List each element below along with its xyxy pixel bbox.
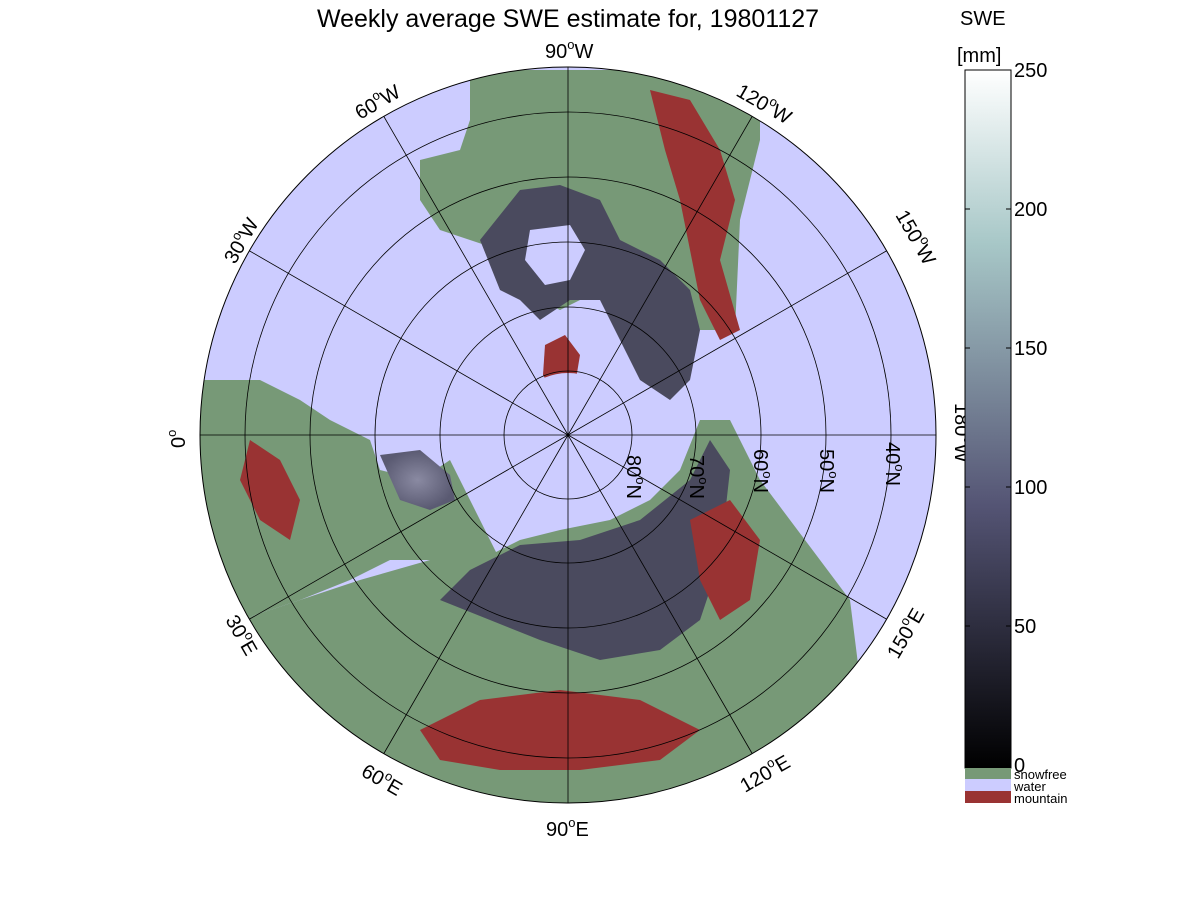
legend-swatch-snowfree: [965, 768, 1011, 779]
polar-map: [200, 67, 936, 803]
colorbar-tick-label: 0: [1014, 755, 1025, 777]
lat-label-80n: 80oN: [622, 455, 648, 499]
colorbar-tick-label: 200: [1014, 199, 1047, 221]
legend-swatch-mountain: [965, 791, 1011, 803]
lon-label-0: 0o: [164, 430, 190, 448]
colorbar-tick-label: 250: [1014, 60, 1047, 82]
colorbar-label-line2: [mm]: [957, 45, 1001, 67]
legend-label-water: water: [1013, 779, 1046, 794]
colorbar-label-line1: SWE: [960, 8, 1006, 30]
lon-label-150w: 150oW: [891, 205, 943, 270]
longitude-lines: [200, 67, 936, 803]
lat-label-40n: 40oN: [881, 442, 907, 486]
legend-label-snowfree: snowfree: [1014, 767, 1067, 782]
colorbar-ticks: 250 200 150 100 50 0: [965, 60, 1047, 777]
landmass-europe: [200, 380, 500, 620]
siberia-snow: [440, 440, 730, 660]
hudson-bay: [525, 225, 585, 285]
himalaya-mountains: [420, 690, 700, 770]
colorbar-tick-label: 50: [1014, 616, 1036, 638]
alps-mountains: [240, 440, 300, 540]
colorbar-tick-label: 150: [1014, 338, 1047, 360]
lat-label-60n: 60oN: [749, 449, 775, 493]
lon-label-90e: 90oE: [546, 815, 589, 841]
lat-label-70n: 70oN: [685, 455, 711, 499]
colorbar-tick-label: 100: [1014, 477, 1047, 499]
lon-label-90w: 90oW: [545, 37, 593, 63]
scandinavia-snow: [380, 450, 455, 510]
east-asia-mountains: [690, 500, 760, 620]
map-title: Weekly average SWE estimate for, 1980112…: [317, 5, 819, 33]
lat-label-50n: 50oN: [815, 449, 841, 493]
legend-swatch-water: [965, 779, 1011, 791]
legend-label-mountain: mountain: [1014, 791, 1067, 806]
colorbar-gradient: [964, 69, 1012, 769]
lon-label-60e: 60oE: [358, 757, 408, 801]
latitude-labels: 80oN 70oN 60oN 50oN 40oN: [622, 442, 907, 499]
map-outline: [199, 66, 937, 804]
